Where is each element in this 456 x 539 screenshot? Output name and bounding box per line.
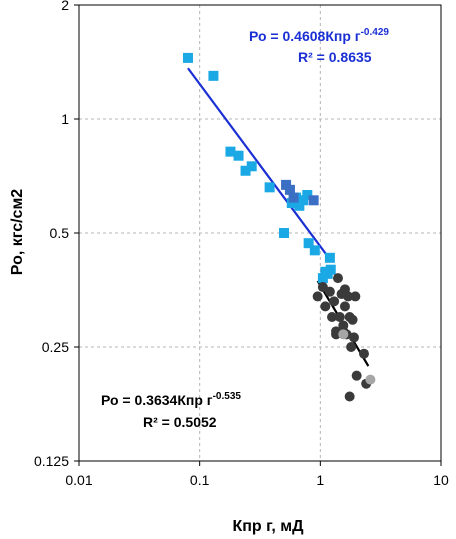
data-point-square (225, 146, 236, 157)
trendline-r2-lower: R² = 0.5052 (143, 414, 217, 430)
trendline-r2-upper: R² = 0.8635 (298, 49, 372, 65)
data-point-circle (320, 301, 331, 312)
data-point-circle (332, 273, 343, 284)
trendline-exponent-upper: -0.429 (361, 27, 390, 38)
data-point-square (303, 238, 314, 249)
data-point-square (309, 245, 320, 256)
data-point-square (279, 228, 290, 238)
data-point-circle (312, 291, 323, 302)
data-point-circle (348, 332, 359, 343)
trend-line (187, 67, 332, 262)
y-tick-label: 0.25 (42, 339, 69, 355)
y-tick-label: 0.5 (50, 225, 70, 241)
data-point-square (288, 192, 299, 203)
data-point-circle (338, 320, 349, 331)
data-point-square (208, 70, 219, 81)
y-tick-label: 0.125 (34, 453, 69, 469)
data-point-circle (327, 312, 338, 323)
data-point-circle (365, 374, 376, 385)
data-point-circle (350, 291, 361, 302)
x-tick-label: 1 (316, 472, 324, 488)
data-point-circle (358, 348, 369, 359)
y-tick-label: 1 (61, 111, 69, 127)
data-point-square (286, 198, 297, 209)
trendline-equation-lower-text: Ро = 0.3634Кпр г (101, 392, 213, 408)
y-tick-labels: 0.125 0.25 0.5 1 2 (34, 0, 79, 469)
data-points (182, 52, 376, 402)
data-point-circle (347, 314, 358, 325)
data-point-square (182, 52, 193, 63)
data-point-circle (339, 301, 350, 312)
trendline-equation-upper-text: Ро = 0.4608Кпр г (249, 28, 361, 44)
trendline-equation-upper: Ро = 0.4608Кпр г-0.429 (249, 27, 389, 44)
y-axis-title: Ро, кгс/см2 (9, 189, 26, 275)
data-point-circle (338, 329, 349, 340)
data-point-square (324, 252, 335, 263)
trendline-exponent-lower: -0.535 (213, 391, 242, 402)
x-axis-title: Кпр г, мД (232, 518, 304, 535)
x-tick-label: 0.1 (190, 472, 210, 488)
data-point-square (325, 264, 336, 275)
x-tick-label: 0.01 (65, 472, 92, 488)
data-point-circle (329, 296, 340, 307)
x-tick-labels: 0.01 0.1 1 10 (65, 461, 449, 488)
data-point-square (240, 165, 251, 176)
data-point-circle (351, 370, 362, 381)
data-point-circle (344, 391, 355, 402)
x-tick-label: 10 (433, 472, 449, 488)
y-tick-label: 2 (61, 0, 69, 13)
data-point-circle (339, 284, 350, 295)
data-point-square (284, 184, 295, 195)
data-point-square (233, 150, 244, 161)
data-point-square (264, 182, 275, 193)
data-point-square (308, 195, 319, 206)
trendline-equation-lower: Ро = 0.3634Кпр г-0.535 (101, 391, 241, 408)
data-point-circle (346, 342, 357, 352)
data-point-square (294, 200, 305, 211)
data-point-square (298, 195, 309, 206)
data-point-circle (324, 286, 335, 297)
data-point-square (302, 189, 313, 200)
data-point-square (246, 161, 257, 172)
grid-lines (79, 5, 441, 461)
data-point-circle (334, 312, 345, 323)
